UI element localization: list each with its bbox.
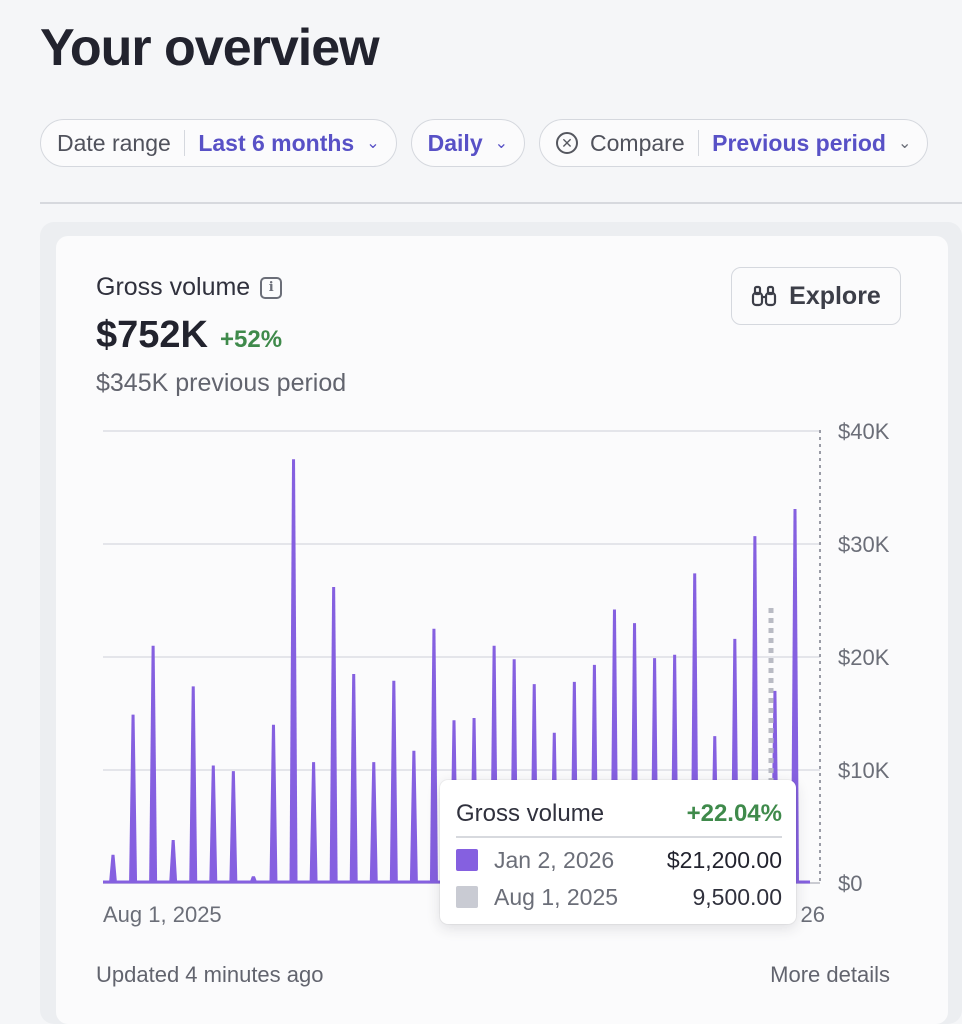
interval-filter[interactable]: Daily ⌄ <box>410 119 526 167</box>
chevron-down-icon: ⌄ <box>366 135 380 152</box>
volume-bar[interactable] <box>129 714 138 883</box>
pill-separator <box>183 130 186 156</box>
tooltip-title: Gross volume <box>456 800 605 827</box>
y-tick-label: $40K <box>838 419 890 444</box>
x-tick-start: Aug 1, 2025 <box>103 902 222 927</box>
metric-value: $752K <box>96 314 208 356</box>
volume-bar[interactable] <box>209 765 218 883</box>
date-range-label: Date range <box>57 129 171 156</box>
volume-bar[interactable] <box>169 840 178 883</box>
tooltip-row-previous: Aug 1, 2025 9,500.00 <box>456 881 782 913</box>
divider <box>40 202 962 204</box>
volume-bar[interactable] <box>109 854 117 883</box>
metric-value-row: $752K +52% <box>96 314 282 357</box>
chevron-down-icon: ⌄ <box>494 135 509 152</box>
tooltip-row-current: Jan 2, 2026 $21,200.00 <box>456 844 782 876</box>
metric-change: +52% <box>219 326 283 353</box>
binoculars-icon <box>752 285 777 307</box>
chart-tooltip: Gross volume +22.04% Jan 2, 2026 $21,200… <box>440 780 796 924</box>
volume-bar[interactable] <box>389 680 398 883</box>
pill-separator <box>697 130 700 156</box>
explore-button[interactable]: Explore <box>731 267 901 325</box>
volume-bar[interactable] <box>289 459 298 883</box>
metric-title: Gross volume i <box>96 273 283 302</box>
compare-label: Compare <box>590 129 685 156</box>
x-tick-end: 26 <box>801 902 825 927</box>
volume-bar[interactable] <box>329 586 338 883</box>
tooltip-previous-value: 9,500.00 <box>692 883 782 910</box>
volume-bar[interactable] <box>409 750 418 883</box>
date-range-filter[interactable]: Date range Last 6 months ⌄ <box>40 119 397 167</box>
volume-bar[interactable] <box>249 876 258 883</box>
compare-filter[interactable]: ✕ Compare Previous period ⌄ <box>539 119 929 167</box>
volume-bar[interactable] <box>269 724 278 883</box>
remove-compare-icon[interactable]: ✕ <box>556 132 579 154</box>
volume-bar[interactable] <box>189 686 198 883</box>
page-title: Your overview <box>40 19 380 77</box>
previous-period-text: $345K previous period <box>96 369 347 397</box>
compare-value: Previous period <box>712 129 886 156</box>
previous-swatch <box>456 886 478 908</box>
tooltip-current-date: Jan 2, 2026 <box>494 846 615 873</box>
volume-bar[interactable] <box>309 762 318 883</box>
info-icon[interactable]: i <box>260 276 283 299</box>
y-tick-label: $20K <box>838 645 890 670</box>
more-details-link[interactable]: More details <box>770 962 890 987</box>
updated-text: Updated 4 minutes ago <box>96 962 324 987</box>
tooltip-header: Gross volume +22.04% <box>456 800 782 828</box>
interval-value: Daily <box>427 129 483 156</box>
tooltip-current-value: $21,200.00 <box>666 846 782 873</box>
tooltip-divider <box>456 836 782 838</box>
filter-bar: Date range Last 6 months ⌄ Daily ⌄ ✕ Com… <box>40 119 962 167</box>
volume-bar[interactable] <box>429 628 438 883</box>
volume-bar[interactable] <box>149 645 158 883</box>
y-tick-label: $30K <box>838 532 890 557</box>
metric-title-text: Gross volume <box>96 273 251 301</box>
volume-bar[interactable] <box>229 771 238 883</box>
y-tick-label: $10K <box>838 758 890 783</box>
tooltip-previous-date: Aug 1, 2025 <box>494 883 619 910</box>
tooltip-change: +22.04% <box>686 800 782 827</box>
volume-bar[interactable] <box>349 673 358 883</box>
volume-bar[interactable] <box>369 762 378 883</box>
current-swatch <box>456 849 478 871</box>
chevron-down-icon: ⌄ <box>897 135 912 152</box>
y-tick-label: $0 <box>838 871 862 896</box>
explore-label: Explore <box>789 281 881 310</box>
date-range-value: Last 6 months <box>198 129 355 156</box>
